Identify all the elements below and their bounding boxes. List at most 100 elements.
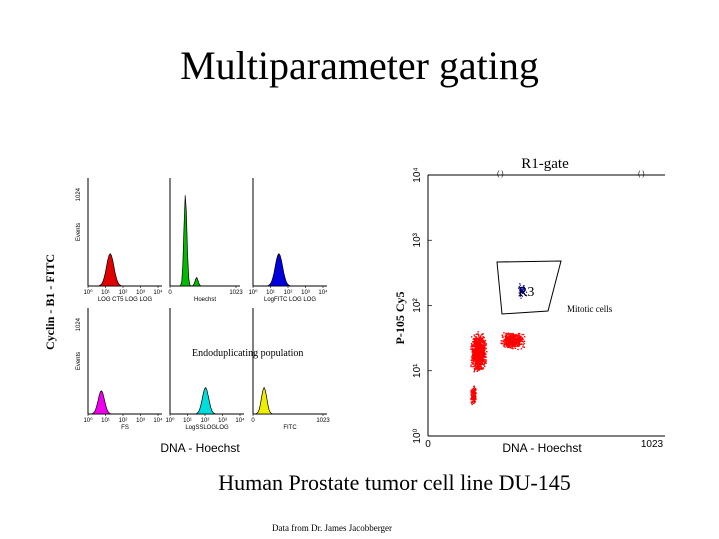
scatter-point [474, 358, 476, 361]
scatter-point [516, 345, 518, 348]
scatter-point [510, 345, 513, 347]
scatter-point [472, 349, 474, 351]
scatter-point [478, 369, 481, 371]
scatter-point [472, 341, 475, 343]
r3-point [520, 297, 522, 299]
scatter-point [504, 346, 506, 348]
scatter-point [470, 398, 472, 400]
scatter-point [510, 337, 512, 339]
scatter-point [470, 391, 473, 393]
r3-point [521, 290, 523, 292]
scatter-point [473, 342, 475, 344]
r3-point [521, 288, 523, 290]
scatter-point [480, 350, 482, 352]
data-credit: Data from Dr. James Jacobberger [272, 523, 393, 533]
scatter-point [502, 336, 504, 338]
scatter-point [475, 366, 477, 369]
scatter-point [513, 344, 515, 346]
scatter-point [485, 356, 487, 359]
scatter-point [511, 334, 513, 336]
scatter-point [513, 341, 515, 343]
scatter-point [481, 349, 484, 352]
scatter-point [509, 335, 512, 338]
scatter-point [505, 343, 507, 345]
scatter-point [484, 342, 486, 344]
scatter-point [476, 333, 478, 335]
scatter-point [505, 332, 507, 335]
scatter-point [471, 345, 473, 348]
scatter-point [509, 345, 511, 347]
scatter-point [515, 343, 518, 345]
scatter-point [471, 361, 473, 364]
r3-point [524, 288, 526, 290]
scatter-point [508, 345, 510, 347]
scatter-point [516, 339, 519, 341]
scatter-point [474, 396, 476, 398]
scatter-point [518, 336, 520, 338]
scatter-point [479, 354, 481, 356]
scatter-point [476, 367, 478, 370]
scatter-point [516, 345, 518, 347]
scatter-point [514, 343, 516, 346]
scatter-point [507, 343, 510, 346]
scatter-point [482, 340, 484, 342]
scatter-point [506, 336, 508, 338]
scatter-point [471, 401, 474, 404]
r3-point [520, 294, 522, 296]
histogram-x-tick-label: 1023 [316, 418, 330, 424]
scatter-point [475, 389, 477, 391]
scatter-point [515, 339, 517, 342]
scatter-point [478, 355, 481, 357]
scatter-point [511, 346, 513, 348]
scatter-point [481, 333, 483, 335]
scatter-point [509, 343, 511, 345]
scatter-point [481, 352, 483, 354]
scatter-point [482, 333, 484, 335]
scatter-point [482, 363, 484, 365]
scatter-point [480, 354, 483, 356]
scatter-point [481, 337, 483, 340]
scatter-point [471, 403, 473, 406]
mitotic-cells-label: Mitotic cells [567, 304, 613, 314]
scatter-point [473, 393, 476, 395]
scatter-point [506, 337, 508, 339]
histogram-peak [88, 390, 162, 415]
histogram-ylabel: Events [76, 352, 82, 370]
scatter-point [480, 357, 482, 360]
scatter-point [472, 365, 474, 368]
gate-title: R1-gate [521, 156, 569, 172]
scatter-point [516, 340, 518, 342]
r3-point [519, 295, 521, 297]
scatter-point [471, 395, 474, 397]
scatter-point [478, 361, 480, 363]
scatter-point [472, 346, 474, 348]
scatter-point [511, 347, 513, 349]
r3-point [520, 294, 522, 296]
scatter-point [478, 340, 481, 342]
scatter-point [478, 366, 480, 368]
scatter-point [508, 344, 510, 347]
r3-point [522, 289, 524, 291]
scatter-point [479, 348, 482, 350]
scatter-point [471, 357, 473, 359]
scatter-point [473, 352, 475, 354]
scatter-point [517, 333, 520, 335]
scatter-point [478, 349, 480, 351]
scatter-point [473, 334, 475, 336]
scatter-point [476, 363, 478, 365]
scatter-point [474, 364, 476, 366]
r3-point [523, 286, 525, 289]
scatter-point [476, 357, 479, 359]
scatter-point [477, 334, 480, 337]
scatter-point [518, 342, 520, 345]
scatter-point [511, 336, 513, 338]
histogram-x-tick-label: 10² [284, 290, 293, 296]
scatter-point [521, 333, 523, 336]
scatter-point [474, 361, 476, 363]
scatter-point [479, 359, 481, 361]
histogram-x-label: LOG CT5 LOG LOG [98, 297, 153, 303]
scatter-point [479, 368, 481, 370]
scatter-point [513, 335, 515, 337]
